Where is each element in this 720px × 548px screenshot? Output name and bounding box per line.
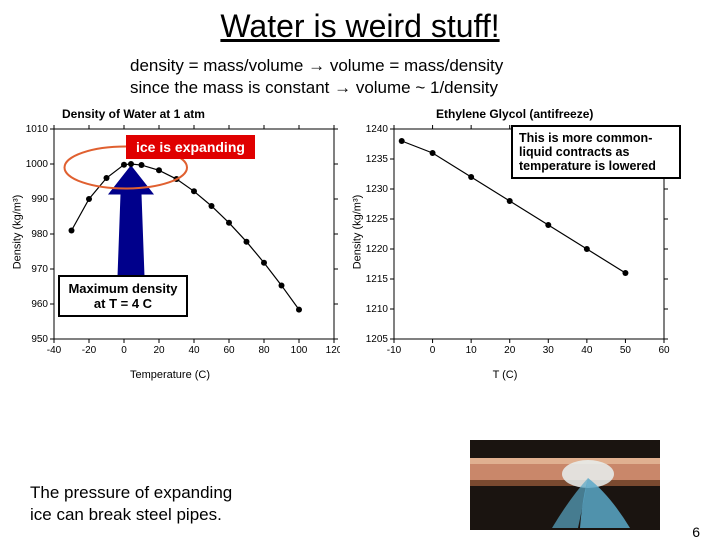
- water-chart-title: Density of Water at 1 atm: [62, 107, 340, 121]
- svg-text:-10: -10: [387, 345, 402, 356]
- svg-text:60: 60: [223, 345, 235, 356]
- svg-text:120: 120: [326, 345, 340, 356]
- svg-text:1230: 1230: [366, 184, 389, 195]
- svg-text:1000: 1000: [26, 159, 49, 170]
- ice-expanding-banner: ice is expanding: [126, 135, 255, 159]
- svg-text:1215: 1215: [366, 274, 389, 285]
- svg-text:990: 990: [31, 194, 48, 205]
- svg-text:-40: -40: [47, 345, 62, 356]
- svg-text:1220: 1220: [366, 244, 389, 255]
- svg-text:980: 980: [31, 229, 48, 240]
- svg-text:10: 10: [466, 345, 478, 356]
- page-number: 6: [692, 524, 700, 540]
- pipe-break-text: The pressure of expanding ice can break …: [30, 482, 232, 526]
- glycol-xlabel: T (C): [346, 369, 664, 381]
- glycol-chart-title: Ethylene Glycol (antifreeze): [436, 107, 670, 121]
- svg-text:80: 80: [258, 345, 270, 356]
- svg-text:20: 20: [153, 345, 165, 356]
- formula-line-2: since the mass is constant → volume ~ 1/…: [130, 77, 720, 99]
- glycol-ylabel: Density (kg/m³): [351, 195, 363, 270]
- page-title: Water is weird stuff!: [0, 8, 720, 45]
- common-l2: liquid contracts as: [519, 145, 673, 159]
- svg-text:60: 60: [658, 345, 670, 356]
- density-formula: density = mass/volume → volume = mass/de…: [130, 55, 720, 99]
- water-density-chart: Density of Water at 1 atm -40 -20 0 20 40 60 8…: [6, 107, 340, 381]
- water-xlabel: Temperature (C): [6, 369, 334, 381]
- formula-line-1: density = mass/volume → volume = mass/de…: [130, 55, 720, 77]
- svg-text:0: 0: [121, 345, 127, 356]
- common-l1: This is more common-: [519, 131, 673, 145]
- water-ylabel: Density (kg/m³): [11, 195, 23, 270]
- svg-text:1210: 1210: [366, 304, 389, 315]
- glycol-density-chart: Ethylene Glycol (antifreeze) -10 0 10 20 30 4…: [346, 107, 670, 381]
- svg-text:-20: -20: [82, 345, 97, 356]
- svg-text:40: 40: [188, 345, 200, 356]
- common-l3: temperature is lowered: [519, 159, 673, 173]
- svg-text:1225: 1225: [366, 214, 389, 225]
- svg-text:1240: 1240: [366, 124, 389, 135]
- svg-text:40: 40: [581, 345, 593, 356]
- max-density-l1: Maximum density: [66, 281, 180, 296]
- svg-text:100: 100: [291, 345, 308, 356]
- pipe-l2: ice can break steel pipes.: [30, 504, 232, 526]
- svg-text:1235: 1235: [366, 154, 389, 165]
- svg-text:970: 970: [31, 264, 48, 275]
- svg-text:1205: 1205: [366, 334, 389, 345]
- svg-text:20: 20: [504, 345, 516, 356]
- pipe-l1: The pressure of expanding: [30, 482, 232, 504]
- svg-text:0: 0: [430, 345, 436, 356]
- svg-text:30: 30: [543, 345, 555, 356]
- svg-text:950: 950: [31, 334, 48, 345]
- svg-text:50: 50: [620, 345, 632, 356]
- svg-text:960: 960: [31, 299, 48, 310]
- water-chart-svg: -40 -20 0 20 40 60 80 100 120 950 960 970 980 990 1000…: [6, 123, 340, 367]
- broken-pipe-image: [470, 440, 660, 530]
- svg-text:1010: 1010: [26, 124, 49, 135]
- max-density-l2: at T = 4 C: [66, 296, 180, 311]
- common-behavior-callout: This is more common- liquid contracts as…: [511, 125, 681, 179]
- max-density-callout: Maximum density at T = 4 C: [58, 275, 188, 317]
